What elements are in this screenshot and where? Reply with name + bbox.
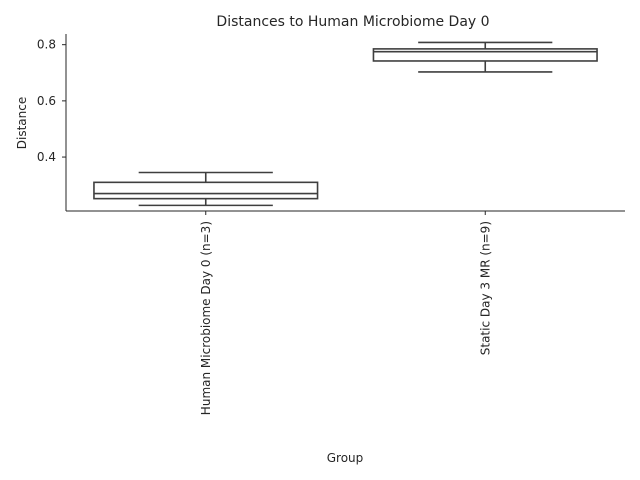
x-tick-label: Static Day 3 MR (n=9) [478,221,492,355]
y-axis-label: Distance [15,97,29,149]
x-tick-label: Human Microbiome Day 0 (n=3) [199,221,213,415]
iqr-box [93,181,319,200]
y-tick-label: 0.6 [37,94,56,108]
iqr-box [372,48,598,62]
x-axis-label: Group [327,451,364,465]
plot-marks: 0.4 0.6 0.8 Human Microbiome Day 0 (n=3) Sta… [37,38,598,415]
y-tick-label: 0.4 [37,150,56,164]
chart-title: Distances to Human Microbiome Day 0 [216,14,489,30]
y-tick-label: 0.8 [37,38,56,52]
